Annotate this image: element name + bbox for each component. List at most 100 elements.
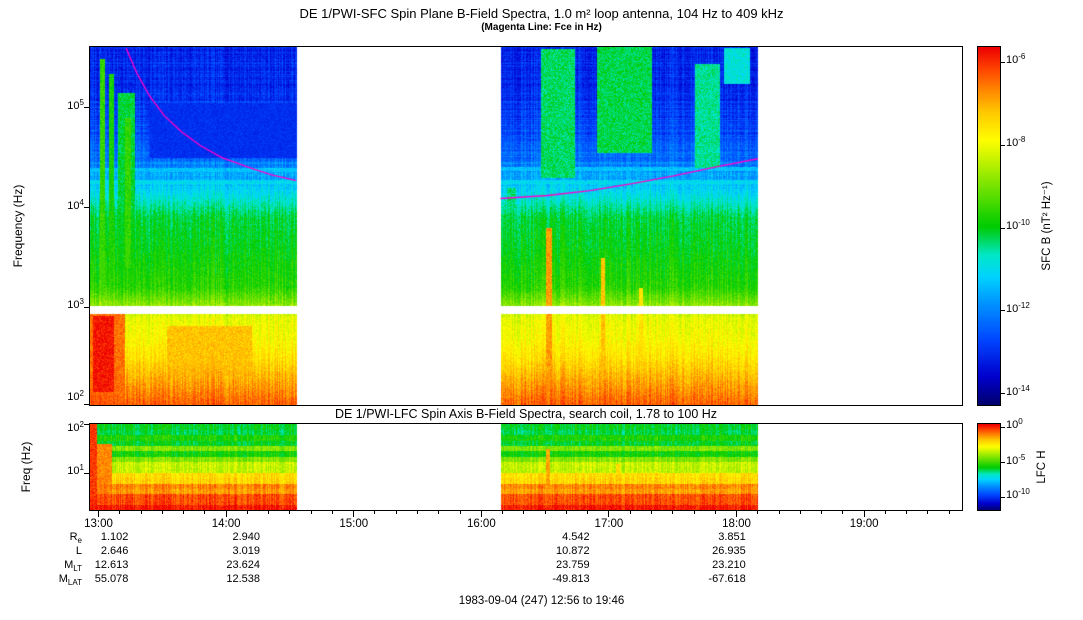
x-minor-tick-mark: [395, 511, 397, 514]
x-minor-tick-mark: [374, 511, 376, 514]
sfc-spectrogram: [90, 47, 962, 405]
ephemeris-value: -49.813: [552, 573, 590, 585]
x-minor-tick-mark: [650, 511, 652, 514]
x-minor-tick-mark: [161, 511, 163, 514]
colorbar-tick-mark: [1001, 393, 1005, 395]
colorbar-tick-mark: [1001, 462, 1005, 464]
x-minor-tick-mark: [268, 511, 270, 514]
colorbar-tick-label: 10-8: [1006, 135, 1026, 150]
colorbar-tick-mark: [1001, 310, 1005, 312]
x-minor-tick-mark: [778, 511, 780, 514]
x-minor-tick-mark: [204, 511, 206, 514]
ephemeris-value: 2.940: [232, 531, 261, 543]
sfc-colorbar-label: SFC B (nT² Hz⁻¹): [1041, 181, 1053, 271]
sfc-y-axis-label: Frequency (Hz): [11, 184, 25, 268]
y-tick-label: 102: [67, 389, 84, 403]
date-range-footer: 1983-09-04 (247) 12:56 to 19:46: [458, 595, 625, 607]
x-minor-tick-mark: [587, 511, 589, 514]
x-tick-label: 17:00: [594, 518, 624, 530]
ephemeris-value: -67.618: [708, 573, 746, 585]
lfc-spectrogram: [90, 424, 962, 510]
colorbar-tick-mark: [1001, 426, 1005, 428]
x-minor-tick-mark: [757, 511, 759, 514]
x-minor-tick-mark: [140, 511, 142, 514]
x-tick-mark: [98, 511, 99, 517]
ephemeris-value: 23.210: [712, 559, 746, 571]
x-tick-mark: [736, 511, 738, 517]
colorbar-tick-label: 10-12: [1006, 300, 1030, 315]
x-minor-tick-mark: [821, 511, 823, 514]
x-minor-tick-mark: [331, 511, 333, 514]
ephemeris-row-label: MLAT: [58, 573, 82, 587]
x-tick-label: 19:00: [849, 518, 879, 530]
lfc-colorbar-label: LFC H: [1036, 450, 1048, 484]
colorbar-tick-mark: [1001, 144, 1005, 146]
ephemeris-row-label: Re: [69, 531, 82, 545]
x-minor-tick-mark: [927, 511, 929, 514]
ephemeris-value: 1.102: [100, 531, 129, 543]
x-tick-mark: [353, 511, 355, 517]
colorbar-tick-mark: [1001, 61, 1005, 63]
ephemeris-value: 55.078: [94, 573, 129, 585]
colorbar-tick-mark: [1001, 227, 1005, 229]
x-minor-tick-mark: [310, 511, 312, 514]
x-minor-tick-mark: [246, 511, 248, 514]
x-tick-mark: [225, 511, 227, 517]
colorbar-tick-label: 10-14: [1006, 383, 1030, 398]
ephemeris-value: 23.759: [555, 559, 590, 571]
x-minor-tick-mark: [502, 511, 504, 514]
colorbar-tick-label: 100: [1006, 417, 1023, 432]
x-minor-tick-mark: [948, 511, 950, 514]
sfc-colorbar: [978, 47, 1000, 405]
colorbar-tick-mark: [1001, 496, 1005, 498]
x-minor-tick-mark: [714, 511, 716, 514]
lfc-y-axis-label: Freq (Hz): [19, 441, 33, 493]
y-tick-label: 103: [67, 297, 84, 312]
ephemeris-row-label: L: [75, 545, 82, 557]
lfc-colorbar: [978, 424, 1000, 510]
colorbar-tick-label: 10-10: [1006, 487, 1030, 502]
x-minor-tick-mark: [459, 511, 461, 514]
y-tick-label: 102: [67, 420, 84, 434]
x-tick-mark: [863, 511, 865, 517]
y-tick-label: 105: [67, 97, 84, 112]
x-minor-tick-mark: [906, 511, 908, 514]
x-minor-tick-mark: [119, 511, 121, 514]
x-minor-tick-mark: [672, 511, 674, 514]
colorbar-tick-label: 10-6: [1006, 52, 1026, 67]
ephemeris-value: 23.624: [226, 559, 261, 571]
x-tick-mark: [480, 511, 482, 517]
x-tick-label: 14:00: [211, 518, 241, 530]
x-tick-label: 13:00: [84, 518, 113, 530]
x-minor-tick-mark: [289, 511, 291, 514]
x-minor-tick-mark: [629, 511, 631, 514]
ephemeris-value: 4.542: [562, 531, 590, 543]
x-minor-tick-mark: [842, 511, 844, 514]
x-minor-tick-mark: [884, 511, 886, 514]
ephemeris-value: 12.613: [94, 559, 129, 571]
x-minor-tick-mark: [693, 511, 695, 514]
x-minor-tick-mark: [523, 511, 525, 514]
ephemeris-row-label: MLT: [64, 559, 82, 573]
x-tick-mark: [608, 511, 610, 517]
x-minor-tick-mark: [183, 511, 185, 514]
x-minor-tick-mark: [799, 511, 801, 514]
x-minor-tick-mark: [417, 511, 419, 514]
ephemeris-value: 26.935: [712, 545, 746, 557]
y-tick-label: 101: [67, 463, 84, 478]
x-tick-label: 18:00: [722, 518, 751, 530]
lfc-panel-title: DE 1/PWI-LFC Spin Axis B-Field Spectra, …: [334, 407, 718, 421]
sfc-panel-title: DE 1/PWI-SFC Spin Plane B-Field Spectra,…: [299, 6, 784, 21]
ephemeris-value: 3.019: [232, 545, 261, 557]
x-minor-tick-mark: [438, 511, 440, 514]
sfc-panel-subtitle: (Magenta Line: Fce in Hz): [481, 22, 602, 33]
ephemeris-value: 10.872: [555, 545, 590, 557]
x-tick-label: 16:00: [466, 518, 496, 530]
y-tick-label: 104: [67, 197, 84, 212]
ephemeris-value: 2.646: [100, 545, 129, 557]
x-minor-tick-mark: [565, 511, 567, 514]
x-tick-label: 15:00: [339, 518, 369, 530]
ephemeris-value: 3.851: [718, 531, 746, 543]
ephemeris-value: 12.538: [226, 573, 261, 585]
